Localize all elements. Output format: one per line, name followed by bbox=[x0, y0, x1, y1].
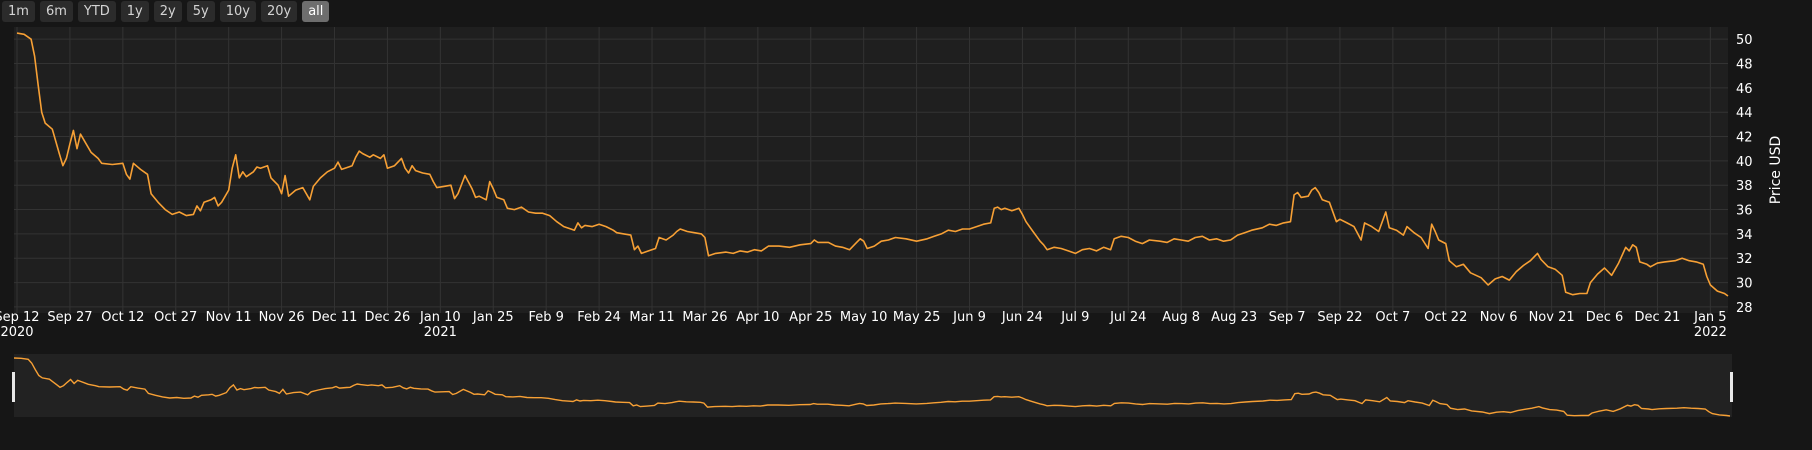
y-tick-label: 38 bbox=[1736, 179, 1753, 194]
range-button-6m[interactable]: 6m bbox=[39, 1, 73, 22]
range-button-10y[interactable]: 10y bbox=[219, 1, 256, 22]
y-tick-label: 46 bbox=[1736, 82, 1753, 97]
x-tick-label: Oct 27 bbox=[154, 310, 197, 325]
x-tick-label: Nov 11 bbox=[206, 310, 252, 325]
x-tick-label: Oct 7 bbox=[1375, 310, 1410, 325]
x-tick-label: Oct 22 bbox=[1424, 310, 1467, 325]
plot-area bbox=[14, 27, 1728, 313]
x-tick-year-label: 2020 bbox=[0, 325, 33, 340]
navigator-series-line bbox=[13, 357, 1731, 417]
x-tick-label: Jan 5 bbox=[1693, 310, 1726, 325]
range-button-5y[interactable]: 5y bbox=[186, 1, 215, 22]
x-tick-label: Dec 11 bbox=[312, 310, 358, 325]
y-axis-title: Price USD bbox=[1768, 136, 1784, 205]
navigator-handle-left[interactable] bbox=[12, 372, 15, 402]
y-tick-label: 30 bbox=[1736, 277, 1753, 292]
x-tick-label: Sep 7 bbox=[1269, 310, 1306, 325]
x-tick-label: Sep 27 bbox=[47, 310, 92, 325]
x-tick-label: Dec 21 bbox=[1635, 310, 1681, 325]
x-tick-label: Aug 23 bbox=[1211, 310, 1257, 325]
x-tick-label: Jun 9 bbox=[952, 310, 986, 325]
y-tick-label: 34 bbox=[1736, 228, 1753, 243]
y-tick-label: 36 bbox=[1736, 204, 1753, 219]
x-tick-label: Jun 24 bbox=[1001, 310, 1043, 325]
x-tick-year-label: 2021 bbox=[424, 325, 457, 340]
range-button-all[interactable]: all bbox=[302, 1, 330, 22]
range-selector: 1m 6m YTD 1y 2y 5y 10y 20y all bbox=[2, 1, 330, 22]
x-tick-label: Mar 26 bbox=[682, 310, 727, 325]
y-tick-label: 50 bbox=[1736, 33, 1753, 48]
x-tick-label: Feb 24 bbox=[577, 310, 621, 325]
x-tick-label: Aug 8 bbox=[1162, 310, 1200, 325]
range-button-20y[interactable]: 20y bbox=[260, 1, 298, 22]
range-button-1m[interactable]: 1m bbox=[2, 1, 35, 22]
x-tick-label: Apr 25 bbox=[789, 310, 832, 325]
x-tick-label: Nov 26 bbox=[259, 310, 305, 325]
navigator-handle-right[interactable] bbox=[1730, 372, 1733, 402]
x-tick-label: Jan 25 bbox=[472, 310, 514, 325]
x-tick-label: Sep 22 bbox=[1317, 310, 1362, 325]
navigator-background bbox=[14, 354, 1732, 417]
x-tick-label: Jan 10 bbox=[419, 310, 461, 325]
y-tick-label: 44 bbox=[1736, 106, 1753, 121]
y-tick-label: 48 bbox=[1736, 58, 1753, 73]
y-tick-label: 32 bbox=[1736, 252, 1753, 267]
x-tick-label: May 25 bbox=[893, 310, 941, 325]
x-tick-label: Jul 24 bbox=[1109, 310, 1146, 325]
y-tick-label: 42 bbox=[1736, 131, 1753, 146]
x-tick-year-label: 2022 bbox=[1694, 325, 1727, 340]
range-button-ytd[interactable]: YTD bbox=[77, 1, 116, 22]
x-tick-label: Sep 12 bbox=[0, 310, 40, 325]
price-series-line bbox=[16, 32, 1729, 297]
x-tick-label: Jul 9 bbox=[1060, 310, 1089, 325]
x-tick-label: Apr 10 bbox=[736, 310, 779, 325]
x-tick-label: Dec 6 bbox=[1586, 310, 1624, 325]
x-tick-label: Feb 9 bbox=[528, 310, 563, 325]
range-button-1y[interactable]: 1y bbox=[120, 1, 149, 22]
range-button-2y[interactable]: 2y bbox=[153, 1, 182, 22]
y-tick-label: 40 bbox=[1736, 155, 1753, 170]
x-tick-label: Nov 6 bbox=[1480, 310, 1518, 325]
x-tick-label: Mar 11 bbox=[629, 310, 674, 325]
x-tick-label: Dec 26 bbox=[365, 310, 411, 325]
y-tick-label: 28 bbox=[1736, 301, 1753, 316]
x-tick-label: May 10 bbox=[840, 310, 888, 325]
x-tick-label: Nov 21 bbox=[1529, 310, 1575, 325]
x-tick-label: Oct 12 bbox=[101, 310, 144, 325]
